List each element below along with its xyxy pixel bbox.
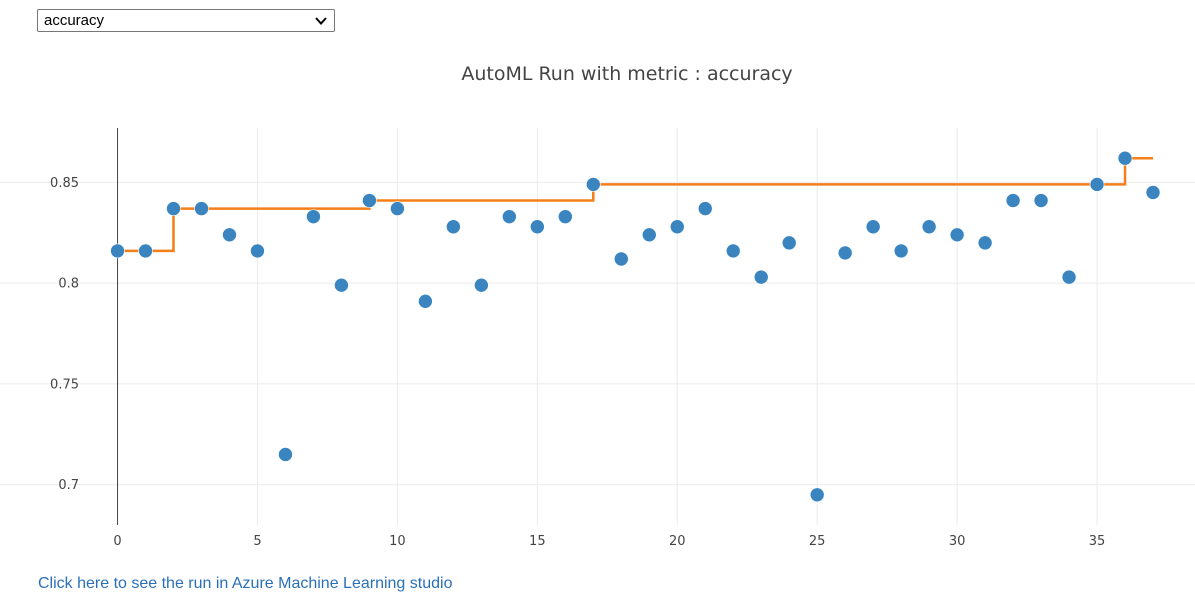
- data-point: [613, 251, 629, 267]
- tick-label-layer: 0 5 10 15 20 25 30 35 0.7 0.75 0.8 0.85: [50, 176, 1105, 549]
- data-point: [641, 227, 657, 243]
- y-tick-label: 0.7: [58, 478, 79, 493]
- x-tick-label: 25: [809, 534, 826, 549]
- data-point: [977, 235, 993, 251]
- data-point: [110, 243, 125, 259]
- x-tick-label: 15: [529, 534, 546, 549]
- accuracy-chart: 0 5 10 15 20 25 30 35 0.7 0.75 0.8 0.85 AutoML Run …: [0, 63, 1195, 549]
- data-point: [586, 177, 601, 192]
- data-point: [753, 269, 769, 285]
- metric-dropdown-value: accuracy: [44, 12, 105, 29]
- data-point: [418, 294, 433, 309]
- chart-title: AutoML Run with metric : accuracy: [461, 63, 792, 85]
- best-run-step-line: [117, 156, 1154, 253]
- data-point: [222, 227, 237, 243]
- data-point: [781, 235, 797, 251]
- data-point: [1089, 177, 1105, 192]
- x-tick-label: 30: [949, 534, 966, 549]
- azure-studio-link[interactable]: Click here to see the run in Azure Machi…: [38, 575, 453, 592]
- y-tick-label: 0.85: [50, 176, 79, 191]
- data-point: [893, 243, 909, 259]
- data-point: [390, 201, 405, 216]
- chart-area: 0 5 10 15 20 25 30 35 0.7 0.75 0.8 0.85 AutoML Run …: [0, 40, 1195, 560]
- data-point: [1117, 150, 1133, 166]
- data-point: [558, 209, 573, 224]
- data-point: [166, 201, 181, 216]
- x-tick-label: 20: [669, 534, 686, 549]
- data-point: [334, 277, 349, 293]
- data-point: [502, 209, 517, 224]
- data-point: [921, 219, 937, 235]
- metric-dropdown[interactable]: accuracy: [37, 9, 335, 32]
- data-point: [530, 219, 545, 235]
- data-point: [474, 277, 489, 293]
- data-point: [1005, 193, 1021, 208]
- data-point: [697, 201, 713, 216]
- data-point: [306, 209, 321, 224]
- data-point: [1145, 185, 1161, 200]
- data-point: [138, 243, 153, 259]
- grid-layer: [0, 128, 1195, 525]
- data-point: [1061, 269, 1077, 285]
- points-layer: [110, 150, 1161, 503]
- y-tick-label: 0.75: [50, 377, 79, 392]
- data-point: [250, 243, 265, 259]
- data-point: [669, 219, 685, 235]
- y-tick-label: 0.8: [58, 277, 79, 292]
- data-point: [362, 193, 377, 208]
- data-point: [837, 245, 853, 261]
- data-point: [1033, 193, 1049, 208]
- data-point: [809, 487, 825, 503]
- chevron-down-icon: [315, 17, 327, 25]
- x-tick-label: 10: [389, 534, 406, 549]
- data-point: [278, 447, 293, 462]
- x-tick-label: 0: [113, 534, 121, 549]
- x-tick-label: 5: [253, 534, 261, 549]
- data-point: [949, 227, 965, 243]
- best-run-line-layer: [117, 156, 1154, 253]
- data-point: [446, 219, 461, 235]
- x-tick-label: 35: [1089, 534, 1106, 549]
- data-point: [865, 219, 881, 235]
- data-point: [725, 243, 741, 259]
- data-point: [194, 201, 209, 216]
